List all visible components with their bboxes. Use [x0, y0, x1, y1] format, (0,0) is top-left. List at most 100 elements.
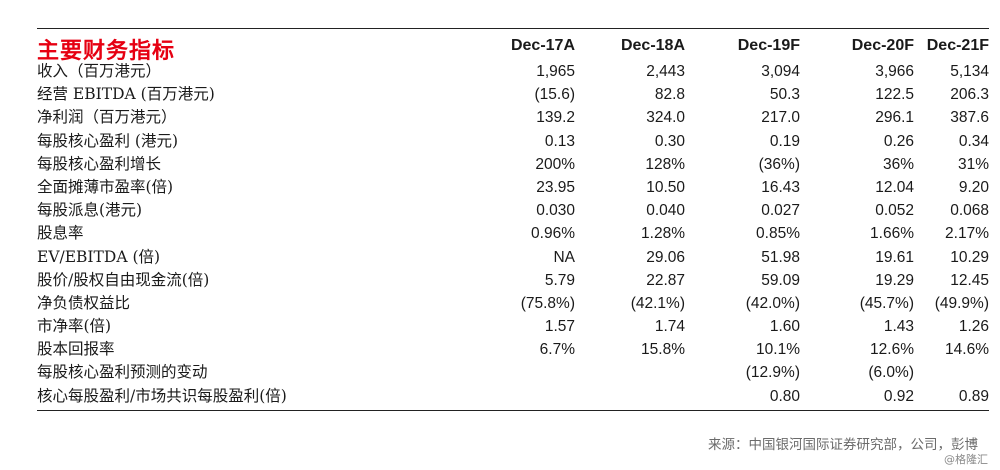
row-label: 全面摊薄市盈率(倍): [37, 177, 174, 196]
table-cell: 0.96%: [531, 225, 575, 243]
table-cell: 6.7%: [539, 341, 575, 359]
table-cell: 50.3: [769, 86, 800, 104]
table-cell: 217.0: [761, 109, 800, 127]
column-header: Dec-18A: [620, 37, 685, 54]
table-cell: 324.0: [646, 109, 685, 127]
row-label: 股息率: [37, 224, 84, 243]
table-cell: (12.9%): [745, 364, 800, 382]
table-cell: 2.17%: [945, 225, 989, 243]
row-label: EV/EBITDA (倍): [37, 247, 161, 266]
table-cell: 9.20: [958, 178, 989, 196]
table-cell: 12.6%: [870, 341, 914, 359]
table-cell: NA: [553, 248, 575, 266]
table-cell: 1.66%: [870, 225, 914, 243]
table-cell: 19.29: [875, 271, 914, 289]
table-cell: (36%): [758, 155, 800, 173]
table-cell: 1,965: [536, 63, 575, 80]
table-cell: 15.8%: [641, 341, 685, 359]
table-row: 每股派息(港元) 0.030 0.040 0.027 0.052 0.068: [37, 199, 989, 222]
table-cell: 31%: [957, 155, 989, 173]
table-row: 全面摊薄市盈率(倍) 23.95 10.50 16.43 12.04 9.20: [37, 176, 989, 199]
column-header: Dec-21F: [926, 37, 989, 54]
table-cell: 1.26: [958, 318, 989, 336]
table-cell: 0.30: [654, 132, 685, 150]
table-row: EV/EBITDA (倍) NA 29.06 51.98 19.61 10.29: [37, 246, 989, 269]
table-row: 股本回报率 6.7% 15.8% 10.1% 12.6% 14.6%: [37, 338, 989, 361]
row-label: 每股核心盈利预测的变动: [37, 363, 208, 382]
table-row: 每股核心盈利增长 200% 128% (36%) 36% 31%: [37, 153, 989, 176]
row-label: 净利润（百万港元）: [37, 108, 177, 127]
row-label: 净负债权益比: [37, 293, 131, 312]
table-cell: 296.1: [875, 109, 914, 127]
table-header: 主要财务指标 Dec-17A Dec-18A Dec-19F Dec-20F D…: [37, 33, 989, 64]
table-cell: 387.6: [950, 109, 989, 127]
row-label: 收入（百万港元）: [37, 62, 162, 80]
table-body: 收入（百万港元） 1,965 2,443 3,094 3,966 5,134 经营 EBIT…: [37, 60, 989, 408]
table-cell: 0.34: [958, 132, 989, 150]
table-row: 每股核心盈利 (港元) 0.13 0.30 0.19 0.26 0.34: [37, 130, 989, 153]
source-note: 来源：中国银河国际证券研究部，公司，彭博: [708, 437, 978, 453]
table-cell: 10.29: [950, 248, 989, 266]
table-cell: (75.8%): [520, 294, 575, 312]
table-row: 核心每股盈利/市场共识每股盈利(倍) 0.80 0.92 0.89: [37, 385, 989, 408]
table-cell: 36%: [882, 155, 914, 173]
table-cell: 0.027: [761, 202, 800, 220]
table-cell: 82.8: [654, 86, 685, 104]
table-cell: 1.57: [544, 318, 575, 336]
table-row: 股价/股权自由现金流(倍) 5.79 22.87 59.09 19.29 12.45: [37, 269, 989, 292]
row-label: 经营 EBITDA (百万港元): [37, 85, 215, 104]
table-row: 股息率 0.96% 1.28% 0.85% 1.66% 2.17%: [37, 222, 989, 245]
column-header: Dec-20F: [851, 37, 914, 54]
table-top-rule: [37, 28, 989, 29]
table-cell: (45.7%): [859, 294, 914, 312]
table-cell: 1.60: [769, 318, 800, 336]
table-cell: 16.43: [761, 178, 800, 196]
table-cell: 51.98: [761, 248, 800, 266]
table-cell: 3,966: [875, 63, 914, 80]
table-row: 净负债权益比 (75.8%) (42.1%) (42.0%) (45.7%) (49.9%…: [37, 292, 989, 315]
table-title: 主要财务指标: [37, 38, 176, 64]
table-cell: 0.030: [536, 202, 575, 220]
row-label: 市净率(倍): [37, 317, 112, 336]
table-cell: 0.052: [875, 202, 914, 220]
row-label: 股本回报率: [37, 340, 115, 359]
table-cell: 0.85%: [756, 225, 800, 243]
table-cell: 122.5: [875, 86, 914, 104]
table-cell: 12.04: [875, 178, 914, 196]
table-cell: 1.74: [654, 318, 685, 336]
table-cell: (15.6): [534, 86, 576, 104]
row-label: 核心每股盈利/市场共识每股盈利(倍): [37, 386, 287, 405]
table-cell: (49.9%): [934, 294, 989, 312]
row-label: 每股核心盈利增长: [37, 154, 162, 173]
row-label: 股价/股权自由现金流(倍): [37, 270, 210, 289]
table-cell: 0.26: [883, 132, 914, 150]
table-row: 净利润（百万港元） 139.2 324.0 217.0 296.1 387.6: [37, 106, 989, 129]
table-cell: (6.0%): [868, 364, 914, 382]
table-cell: 59.09: [761, 271, 800, 289]
table-cell: 0.13: [544, 132, 575, 150]
table-cell: 0.89: [958, 387, 989, 405]
table-cell: 29.06: [646, 248, 685, 266]
watermark: @格隆汇: [944, 453, 988, 466]
table-cell: 128%: [645, 155, 685, 173]
table-cell: 139.2: [536, 109, 575, 127]
table-row: 经营 EBITDA (百万港元) (15.6) 82.8 50.3 122.5 206.3: [37, 83, 989, 106]
table-cell: 206.3: [950, 86, 989, 104]
row-label: 每股派息(港元): [37, 201, 143, 220]
table-cell: 5.79: [544, 271, 575, 289]
table-cell: 0.040: [646, 202, 685, 220]
column-header: Dec-19F: [737, 37, 800, 54]
table-cell: 2,443: [646, 63, 685, 80]
row-label: 每股核心盈利 (港元): [37, 131, 179, 150]
table-row: 收入（百万港元） 1,965 2,443 3,094 3,966 5,134: [37, 60, 989, 83]
table-row: 每股核心盈利预测的变动 (12.9%) (6.0%): [37, 361, 989, 384]
table-cell: 5,134: [950, 63, 989, 80]
table-cell: 200%: [535, 155, 575, 173]
table-cell: 1.28%: [641, 225, 685, 243]
table-cell: 14.6%: [945, 341, 989, 359]
table-cell: 0.92: [883, 387, 914, 405]
table-cell: 0.80: [769, 387, 800, 405]
table-cell: 1.43: [883, 318, 914, 336]
table-cell: 0.19: [769, 132, 800, 150]
table-cell: 10.50: [646, 178, 685, 196]
